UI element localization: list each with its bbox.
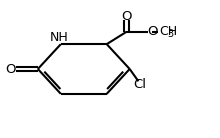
Text: 3: 3 <box>167 29 173 39</box>
Text: CH: CH <box>159 25 177 38</box>
Text: O: O <box>121 10 132 23</box>
Text: Cl: Cl <box>133 78 146 91</box>
Text: O: O <box>147 25 158 38</box>
Text: NH: NH <box>49 31 68 44</box>
Text: O: O <box>5 63 16 75</box>
